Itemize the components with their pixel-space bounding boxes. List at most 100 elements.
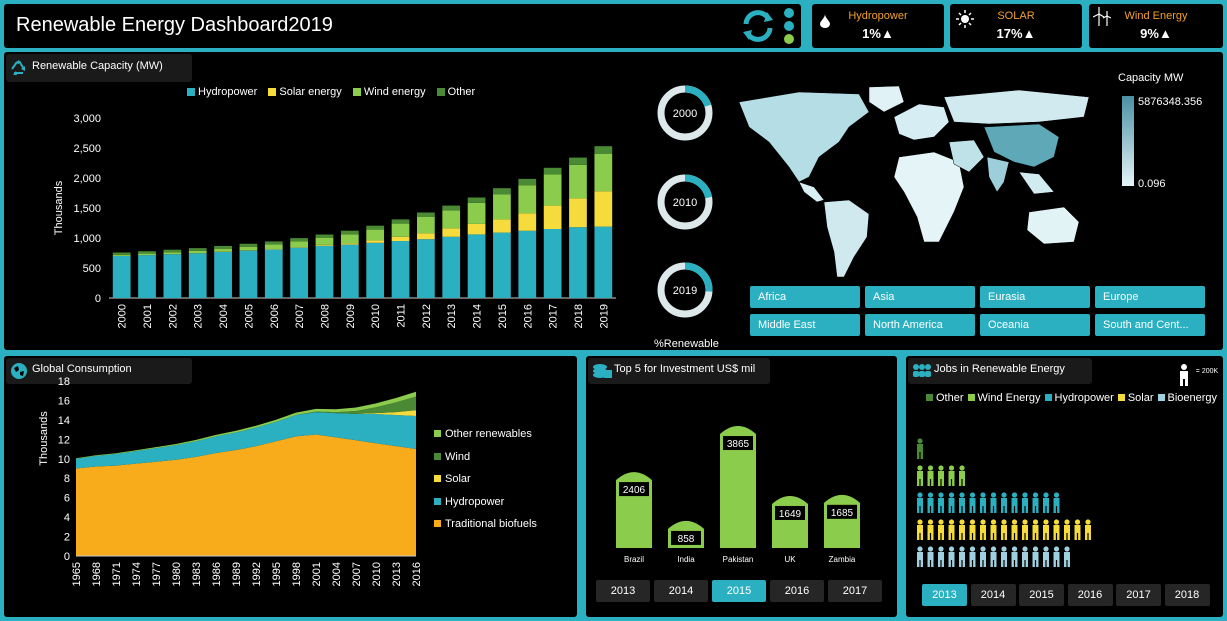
bar-hydropower [391, 241, 410, 298]
y-axis-label: Thousands [38, 411, 50, 466]
year-button-2016[interactable]: 2016 [1067, 584, 1113, 606]
map-india[interactable] [986, 156, 1010, 193]
year-button-2013[interactable]: 2013 [922, 584, 967, 606]
region-north-america[interactable]: North America [865, 314, 975, 336]
map-southeast-asia[interactable] [1018, 171, 1055, 195]
legend-swatch [436, 88, 445, 97]
kpi-wind[interactable]: Wind Energy 9%▲ [1089, 4, 1223, 48]
job-person-icon [990, 519, 997, 540]
region-europe[interactable]: Europe [1095, 286, 1205, 308]
kpi-hydropower[interactable]: Hydropower 1%▲ [812, 4, 944, 48]
job-person-icon [1043, 492, 1049, 513]
year-button-2018[interactable]: 2018 [1164, 584, 1210, 606]
year-button-2015[interactable]: 2015 [1019, 584, 1064, 606]
bar-wind-energy [138, 253, 156, 256]
region-south-central-america[interactable]: South and Cent... [1095, 314, 1205, 336]
map-middle-east[interactable] [948, 139, 985, 173]
job-person-icon [1064, 546, 1070, 567]
bar-wind-energy [340, 234, 359, 244]
map-asia[interactable] [983, 123, 1060, 168]
job-person-icon [917, 465, 923, 486]
category-label: Brazil [624, 555, 644, 564]
dots-menu-icon[interactable] [782, 6, 796, 46]
y-tick-label: 1,000 [73, 233, 101, 245]
person-unit-icon [1180, 364, 1188, 386]
category-label: Pakistan [723, 555, 754, 564]
bar-hydropower [417, 239, 435, 298]
map-oceania[interactable] [1026, 206, 1080, 245]
map-south-america[interactable] [823, 199, 870, 278]
bar-hydropower [112, 256, 131, 298]
job-person-icon [948, 492, 955, 513]
region-eurasia[interactable]: Eurasia [980, 286, 1090, 308]
job-person-icon [980, 546, 986, 567]
renewable-donuts: 2000 2010 2019 [657, 85, 713, 318]
bar-hydropower [442, 236, 461, 298]
y-tick-label: 10 [58, 454, 70, 466]
water-drop-icon [820, 14, 830, 28]
category-label: Zambia [829, 555, 856, 564]
donut-arc [657, 262, 713, 318]
bar-wind-energy [493, 194, 511, 220]
job-person-icon [938, 465, 944, 486]
year-button-2014[interactable]: 2014 [970, 584, 1016, 606]
recycle-icon [11, 60, 25, 75]
bar-hydropower [138, 255, 156, 298]
year-button-2016[interactable]: 2016 [770, 580, 824, 602]
legend-swatch [434, 520, 441, 527]
job-person-icon [959, 546, 965, 567]
map-greenland[interactable] [868, 85, 905, 113]
year-button-2015[interactable]: 2015 [712, 580, 766, 602]
legend-label: Solar [1127, 392, 1154, 404]
job-person-icon [990, 546, 997, 567]
region-label: Eurasia [988, 291, 1026, 303]
value-label: 1685 [831, 508, 854, 519]
year-button-2013[interactable]: 2013 [596, 580, 650, 602]
bar-other [290, 238, 308, 242]
region-africa[interactable]: Africa [750, 286, 860, 308]
region-label: Asia [873, 291, 895, 303]
legend-swatch [926, 394, 933, 401]
x-tick-label: 2013 [446, 304, 458, 328]
jobs-tag: Jobs in Renewable Energy [908, 358, 1092, 384]
x-tick-label: 2006 [269, 304, 281, 328]
kpi-solar[interactable]: SOLAR 17%▲ [950, 4, 1082, 48]
bar-wind-energy [315, 238, 334, 245]
bar-wind-energy [112, 254, 131, 256]
region-middle-east[interactable]: Middle East [750, 314, 860, 336]
region-oceania[interactable]: Oceania [980, 314, 1090, 336]
value-label-bg [619, 482, 649, 497]
x-tick-label: 2007 [351, 562, 363, 586]
region-asia[interactable]: Asia [865, 286, 975, 308]
value-label: 1649 [779, 509, 802, 520]
year-button-2017[interactable]: 2017 [828, 580, 882, 602]
job-person-icon [959, 492, 965, 513]
map-legend-gradient [1122, 96, 1134, 186]
x-tick-label: 1989 [231, 562, 243, 586]
job-person-icon [1053, 492, 1060, 513]
x-tick-label: 2016 [411, 562, 423, 586]
legend-swatch [1044, 394, 1052, 401]
year-button-2014[interactable]: 2014 [654, 580, 708, 602]
legend-swatch [352, 88, 361, 97]
legend-wind: Wind energy [363, 86, 426, 98]
world-map[interactable] [719, 82, 1099, 282]
bar-solar-energy [594, 191, 613, 227]
area-wind [76, 396, 416, 459]
y-tick-label: 1,500 [73, 203, 101, 215]
region-label: South and Cent... [1103, 319, 1189, 331]
map-europe[interactable] [893, 103, 950, 141]
refresh-icon[interactable] [740, 10, 780, 42]
y-tick-label: 2,500 [73, 143, 101, 155]
header-bar: Renewable Energy Dashboard2019 [4, 4, 801, 48]
bar-other [391, 219, 410, 224]
year-button-2017[interactable]: 2017 [1116, 584, 1161, 606]
map-central-america[interactable] [798, 181, 825, 203]
map-north-america[interactable] [738, 91, 870, 183]
jobs-legend: Other Wind Energy Hydropower Solar Bioenergy [922, 392, 1217, 404]
map-russia[interactable] [943, 89, 1090, 125]
job-person-icon [1011, 492, 1018, 513]
bar-other [138, 251, 156, 254]
category-label: UK [784, 555, 796, 564]
map-africa[interactable] [893, 151, 965, 243]
